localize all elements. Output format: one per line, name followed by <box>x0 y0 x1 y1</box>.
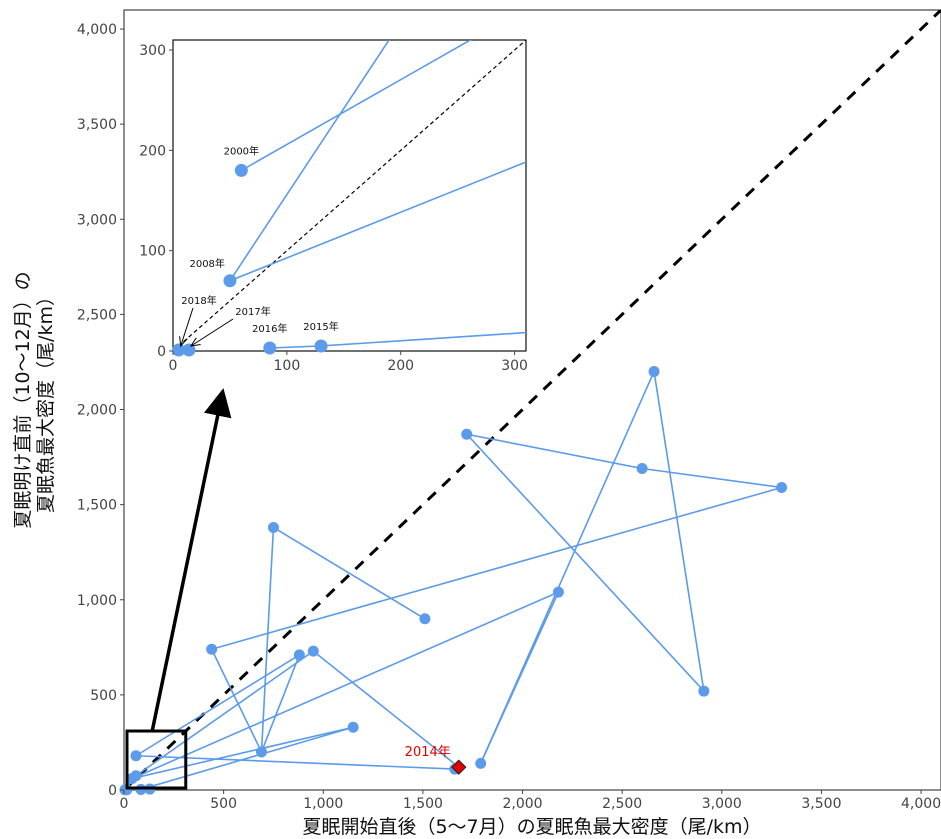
reference-line-main <box>124 10 941 790</box>
series-segment <box>466 433 705 692</box>
series-segment <box>135 650 314 777</box>
x-tick-label: 1,000 <box>303 796 343 812</box>
series-segment <box>479 591 560 764</box>
inset-y-tick-label: 0 <box>157 344 166 360</box>
series-segment <box>135 754 455 770</box>
y-tick-label: 1,000 <box>77 593 117 609</box>
data-point <box>130 770 142 782</box>
data-point <box>130 750 142 762</box>
x-tick-label: 0 <box>120 796 129 812</box>
y-tick-label: 3,000 <box>77 212 117 228</box>
series-segment <box>273 526 426 620</box>
inset-year-label: 2018年 <box>181 294 216 307</box>
inset-data-point <box>314 339 328 353</box>
inset-data-point <box>234 163 248 177</box>
data-point <box>347 721 359 733</box>
x-tick-label: 500 <box>210 796 237 812</box>
y-tick-label: 4,000 <box>77 22 117 38</box>
series-segment <box>140 726 354 790</box>
data-point <box>475 757 487 769</box>
y-axis-title-line2: 夏眠魚最大密度（尾/km） <box>35 287 57 513</box>
y-tick-label: 500 <box>90 688 117 704</box>
y-tick-label: 1,500 <box>77 498 117 514</box>
x-tick-label: 3,500 <box>801 796 841 812</box>
data-point <box>698 685 710 697</box>
highlight-label-2014: 2014年 <box>405 745 451 760</box>
data-point <box>636 462 648 474</box>
series-segment <box>211 486 782 650</box>
x-axis-title: 夏眠開始直後（5〜7月）の夏眠魚最大密度（尾/km） <box>302 816 761 838</box>
inset-year-label: 2015年 <box>303 320 338 333</box>
series-segment <box>210 648 263 753</box>
zoom-box <box>125 729 188 790</box>
series-segment <box>641 467 782 489</box>
inset-series-segment <box>269 345 322 349</box>
series-segment <box>131 591 559 780</box>
series-segment <box>135 654 300 757</box>
inset-x-tick-label: 0 <box>169 358 178 374</box>
data-point <box>648 365 660 377</box>
y-axis-title-line1: 夏眠明け直前（10〜12月）の <box>12 271 34 528</box>
zoom-arrow <box>150 388 232 733</box>
y-tick-label: 3,500 <box>77 117 117 133</box>
y-tick-label: 0 <box>108 783 117 799</box>
inset-year-label: 2017年 <box>235 305 270 318</box>
series-segment <box>131 726 354 780</box>
inset-y-tick-label: 300 <box>139 43 166 59</box>
inset-year-label: 2008年 <box>189 257 224 270</box>
inset-year-label: 2016年 <box>252 322 287 335</box>
y-tick-label: 2,000 <box>77 403 117 419</box>
inset-label-arrow <box>181 307 194 346</box>
data-point <box>293 649 305 661</box>
inset-x-tick-label: 200 <box>387 358 414 374</box>
inset-data-point <box>182 343 196 357</box>
series-segment <box>312 650 460 768</box>
series-segment <box>260 654 301 753</box>
x-tick-label: 2,500 <box>602 796 642 812</box>
inset-zoom-plot: 2000年 2008年 2018年 2017年 2016年 2015年 0 100 200 30… <box>139 39 528 374</box>
inset-y-tick-label: 200 <box>139 143 166 159</box>
inset-x-tick-label: 300 <box>501 358 528 374</box>
x-tick-label: 4,000 <box>901 796 941 812</box>
reference-line-inset <box>173 40 526 351</box>
inset-series-segment <box>240 40 472 172</box>
y-tick-label: 2,500 <box>77 307 117 323</box>
data-point <box>255 746 267 758</box>
inset-data-point <box>223 274 237 288</box>
data-point <box>307 645 319 657</box>
inset-label-arrow <box>191 318 234 346</box>
x-tick-label: 1,500 <box>403 796 443 812</box>
data-point <box>419 613 431 625</box>
data-point <box>552 586 564 598</box>
inset-x-tick-label: 100 <box>274 358 301 374</box>
x-tick-label: 2,000 <box>502 796 542 812</box>
data-point <box>461 428 473 440</box>
data-point <box>267 521 279 533</box>
x-tick-label: 3,000 <box>702 796 742 812</box>
data-point <box>776 482 788 494</box>
inset-series-segment <box>229 40 390 282</box>
data-point <box>206 643 218 655</box>
inset-year-label: 2000年 <box>224 144 259 157</box>
highlight-point-2014 <box>451 759 467 775</box>
inset-data-point <box>263 341 277 355</box>
inset-y-tick-label: 100 <box>139 244 166 260</box>
series-segment <box>260 527 275 752</box>
series-segment <box>653 371 705 692</box>
